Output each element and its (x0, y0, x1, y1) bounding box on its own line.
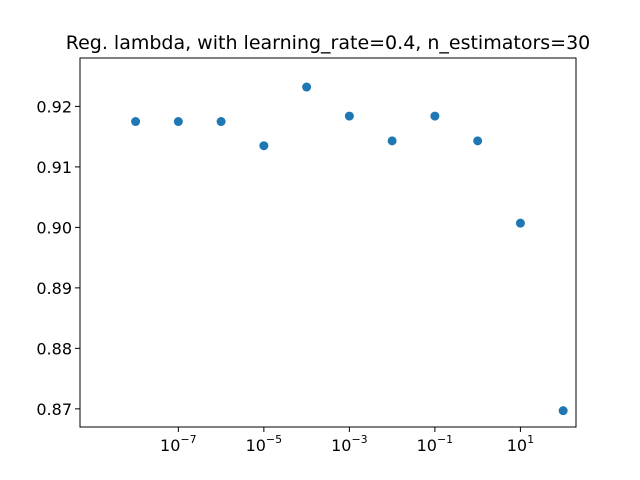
data-point (216, 117, 226, 127)
x-axis: 10−7 10−5 10−3 10−1 101 (160, 427, 534, 455)
x-tick-label: 10−3 (331, 433, 368, 455)
data-point (387, 136, 397, 146)
data-point (558, 406, 568, 416)
data-point (344, 111, 354, 121)
data-point (430, 111, 440, 121)
x-tick-label: 101 (507, 433, 534, 455)
data-point (259, 141, 269, 151)
x-tick-label: 10−5 (246, 433, 283, 455)
y-tick-label: 0.87 (36, 400, 72, 419)
y-tick-label: 0.88 (36, 339, 72, 358)
data-point (131, 117, 141, 127)
y-tick-label: 0.89 (36, 279, 72, 298)
x-tick-label-exponent: −5 (266, 433, 282, 446)
plot-area-frame (79, 57, 577, 428)
y-axis: 0.87 0.88 0.89 0.90 0.91 0.92 (36, 97, 80, 419)
x-tick-label-exponent: −1 (437, 433, 453, 446)
data-point (302, 82, 312, 92)
y-tick-label: 0.90 (36, 218, 72, 237)
x-tick-label-exponent: −7 (180, 433, 196, 446)
x-tick-label: 10−7 (160, 433, 197, 455)
y-tick-label: 0.91 (36, 158, 72, 177)
data-point (173, 117, 183, 127)
x-tick-label-exponent: 1 (527, 433, 534, 446)
data-points (131, 82, 568, 416)
x-tick-label-base: 10 (331, 436, 351, 455)
x-tick-label-base: 10 (160, 436, 180, 455)
x-tick-label-base: 10 (507, 436, 527, 455)
x-tick-label-exponent: −3 (351, 433, 367, 446)
x-tick-label-base: 10 (417, 436, 437, 455)
data-point (473, 136, 483, 146)
x-tick-label: 10−1 (417, 433, 454, 455)
x-tick-label-base: 10 (246, 436, 266, 455)
y-tick-label: 0.92 (36, 97, 72, 116)
data-point (515, 218, 525, 228)
chart-title: Reg. lambda, with learning_rate=0.4, n_e… (66, 32, 591, 54)
